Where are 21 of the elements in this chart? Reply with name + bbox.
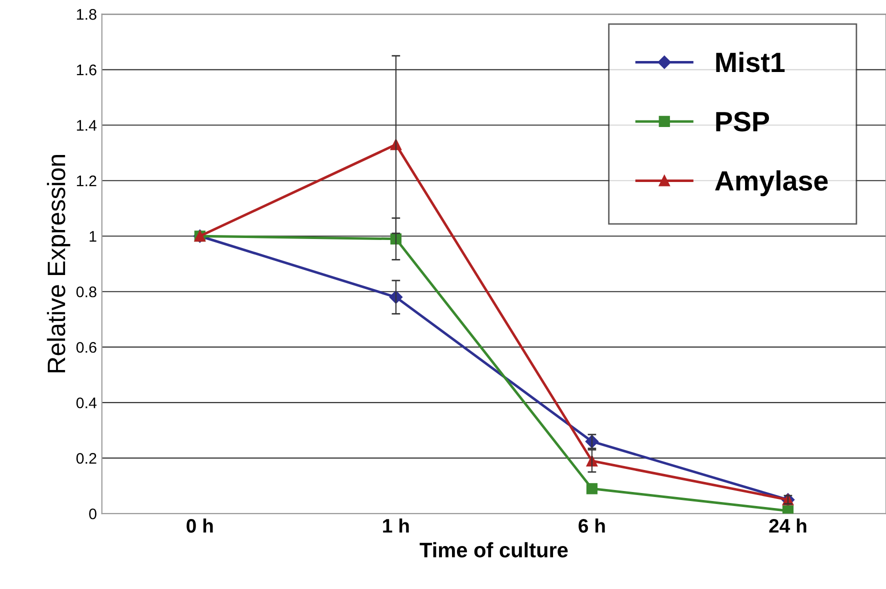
- y-tick-label: 1.2: [76, 175, 96, 186]
- y-tick-label: 1.4: [76, 120, 97, 131]
- y-tick-label: 0.2: [76, 452, 96, 464]
- x-tick-label: 6 h: [578, 518, 605, 533]
- legend-label: Amylase: [715, 170, 828, 196]
- point: [586, 483, 598, 494]
- y-tick-label: 1.8: [76, 9, 96, 20]
- x-tick-label: 24 h: [769, 518, 806, 533]
- x-tick-label: 0 h: [186, 518, 213, 533]
- y-tick-label: 1.6: [76, 64, 96, 76]
- point: [782, 505, 794, 514]
- y-tick-label: 0: [89, 508, 96, 520]
- y-tick-label: 0.6: [76, 342, 96, 353]
- x-tick-label: 1 h: [383, 518, 409, 533]
- x-axis-title: Time of culture: [420, 542, 568, 558]
- y-tick-label: 1: [90, 231, 96, 242]
- y-tick-label: 0.8: [76, 286, 96, 298]
- y-axis-title: Relative Expression: [46, 155, 70, 372]
- y-tick-label: 0.4: [76, 397, 97, 408]
- legend-label: Mist1: [716, 52, 785, 72]
- legend-label: PSP: [716, 112, 770, 132]
